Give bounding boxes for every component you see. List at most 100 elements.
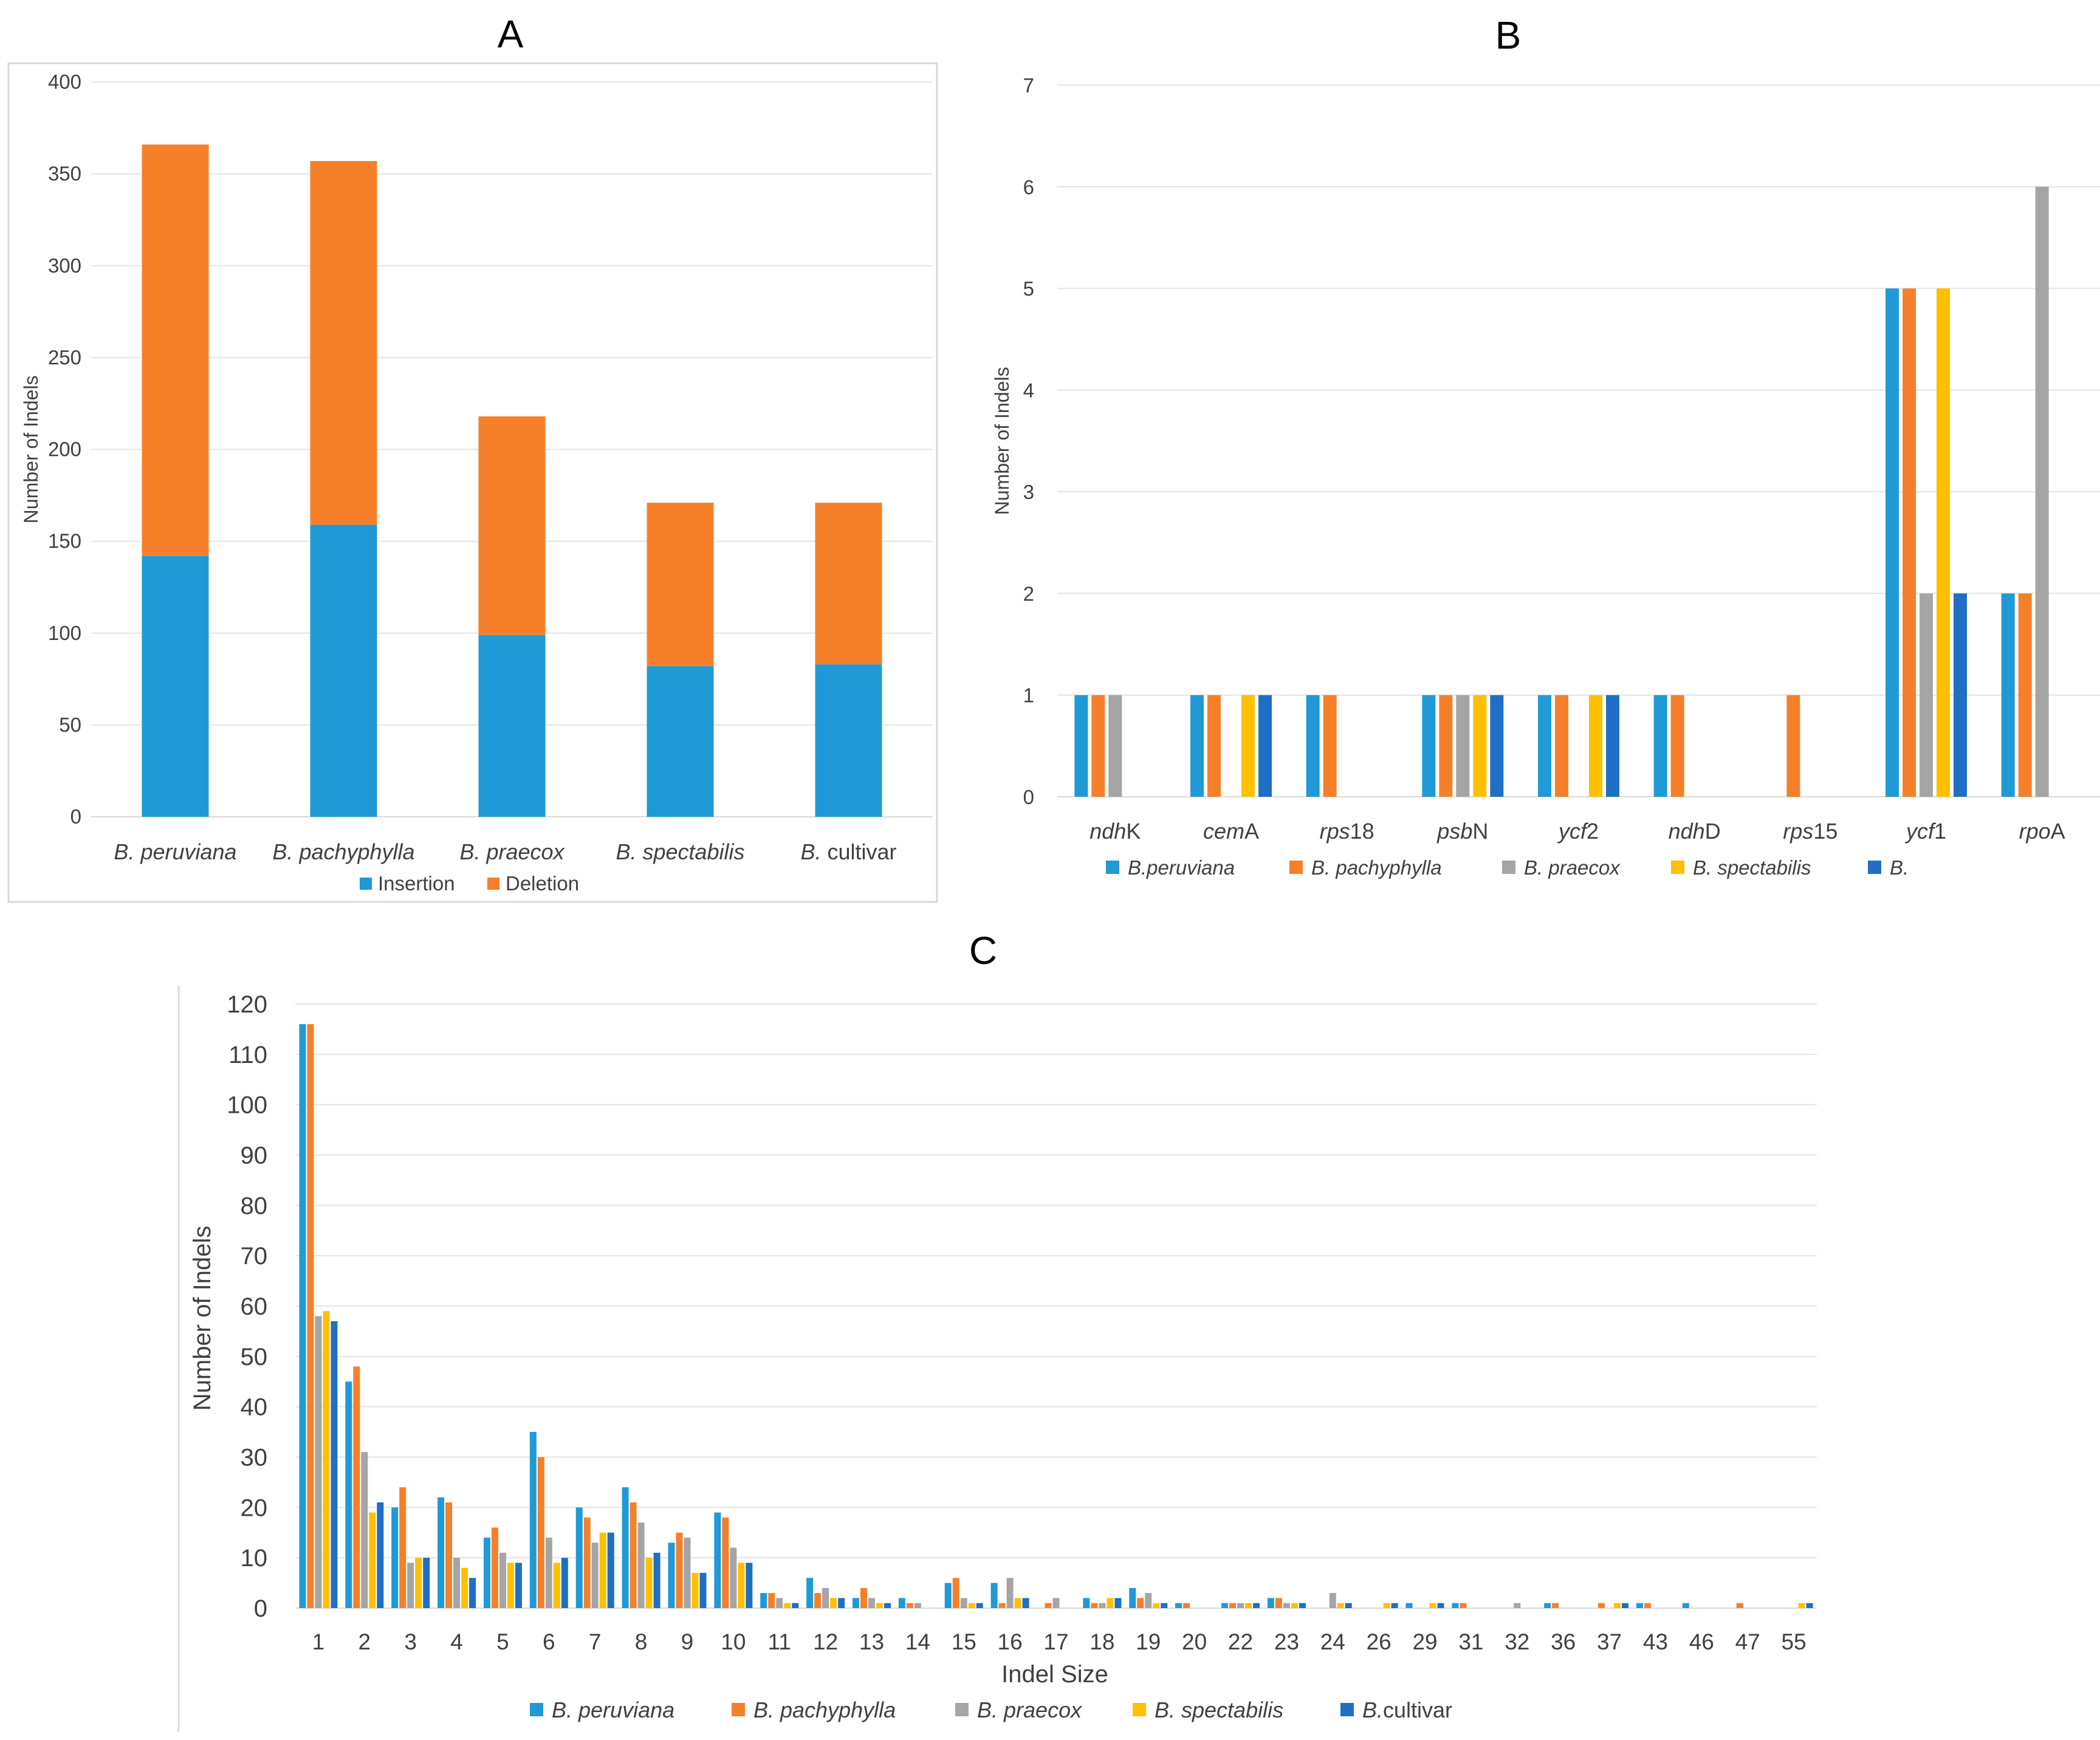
a-bar-insertion (310, 524, 377, 817)
c-bar-cultivar (469, 1578, 476, 1608)
c-bar-cultivar (746, 1563, 753, 1608)
c-bar-spectabilis (830, 1598, 837, 1608)
c-bar-peruviana (806, 1578, 814, 1608)
c-category-label: 47 (1735, 1629, 1760, 1654)
c-bar-peruviana (299, 1024, 306, 1608)
c-bar-peruviana (760, 1593, 767, 1608)
c-bar-spectabilis (323, 1311, 330, 1608)
c-bar-peruviana (1682, 1603, 1689, 1608)
b-bar-peruviana (1538, 695, 1551, 797)
c-bar-cultivar (838, 1598, 845, 1608)
c-bar-praecox (960, 1598, 967, 1608)
c-bar-cultivar (699, 1573, 707, 1608)
c-bar-spectabilis (461, 1567, 468, 1608)
c-bar-spectabilis (691, 1573, 699, 1608)
b-bar-pachyphylla (1903, 288, 1916, 797)
b-bar-pachyphylla (1091, 695, 1105, 797)
c-bar-pachyphylla (583, 1517, 591, 1608)
c-bar-cultivar (792, 1603, 799, 1608)
a-bar-deletion (142, 144, 209, 556)
c-bar-cultivar (607, 1532, 614, 1608)
b-y-tick-label: 4 (1023, 379, 1034, 402)
b-legend-swatch (1289, 861, 1303, 874)
c-category-label: 19 (1136, 1629, 1161, 1654)
b-bar-peruviana (1074, 695, 1088, 797)
b-bar-praecox (2035, 187, 2049, 797)
c-category-label: 43 (1643, 1629, 1668, 1654)
c-bar-spectabilis (1383, 1603, 1390, 1608)
c-bar-spectabilis (1614, 1603, 1621, 1608)
b-category-label: rps18 (1320, 819, 1374, 844)
c-category-label: 26 (1367, 1629, 1391, 1654)
c-bar-cultivar (515, 1563, 522, 1608)
c-bar-spectabilis (415, 1558, 422, 1608)
c-y-tick-label: 100 (227, 1092, 267, 1119)
b-bar-cultivar (1954, 593, 1967, 797)
c-bar-cultivar (1806, 1603, 1813, 1608)
c-bar-pachyphylla (537, 1457, 544, 1608)
c-bar-peruviana (668, 1542, 675, 1608)
a-legend-swatch (487, 878, 499, 890)
a-bar-insertion (478, 634, 546, 817)
a-y-axis-title: Number of Indels (20, 376, 42, 524)
c-bar-cultivar (423, 1558, 430, 1608)
c-bar-spectabilis (369, 1512, 376, 1608)
a-bar-deletion (815, 503, 882, 665)
c-bar-pachyphylla (1275, 1598, 1282, 1608)
c-legend-label: B. pachyphylla (753, 1697, 896, 1722)
c-bar-praecox (1145, 1593, 1152, 1608)
c-bar-praecox (684, 1538, 691, 1608)
c-bar-peruviana (944, 1583, 952, 1608)
c-bar-pachyphylla (814, 1593, 822, 1608)
panel-c-label: C (969, 929, 997, 972)
c-bar-praecox (1283, 1603, 1290, 1608)
b-category-label: ndhD (1669, 819, 1721, 844)
b-bar-spectabilis (1937, 288, 1950, 797)
c-bar-peruviana (437, 1497, 445, 1608)
b-bar-peruviana (1190, 695, 1204, 797)
c-bar-praecox (914, 1603, 921, 1608)
a-bar-deletion (647, 503, 714, 667)
b-category-label: cemA (1203, 819, 1259, 844)
c-bar-peruviana (990, 1583, 998, 1608)
c-y-tick-label: 10 (241, 1545, 268, 1572)
c-bar-pachyphylla (491, 1527, 498, 1608)
c-y-tick-label: 60 (241, 1293, 268, 1320)
c-category-label: 3 (404, 1629, 417, 1654)
c-y-tick-label: 80 (241, 1192, 268, 1219)
c-category-label: 7 (589, 1629, 602, 1654)
c-bar-praecox (868, 1598, 875, 1608)
c-legend-swatch (530, 1703, 543, 1716)
c-bar-praecox (361, 1452, 368, 1608)
c-bar-peruviana (1636, 1603, 1643, 1608)
c-bar-spectabilis (553, 1563, 560, 1608)
a-bar-deletion (310, 160, 377, 525)
a-category-label: B. praecox (459, 839, 565, 864)
c-bar-peruviana (1544, 1603, 1551, 1608)
c-bar-praecox (730, 1547, 737, 1608)
c-x-axis-title: Indel Size (1001, 1661, 1108, 1688)
a-category-label: B. pachyphylla (272, 839, 414, 864)
b-bar-peruviana (1422, 695, 1436, 797)
b-category-label: rps15 (1783, 819, 1837, 844)
b-bar-cultivar (1258, 695, 1272, 797)
b-bar-pachyphylla (1670, 695, 1684, 797)
b-bar-peruviana (2001, 593, 2015, 797)
c-bar-cultivar (1022, 1598, 1029, 1608)
b-bar-pachyphylla (2018, 593, 2032, 797)
c-bar-peruviana (529, 1432, 537, 1608)
c-bar-praecox (637, 1522, 645, 1608)
c-bar-peruviana (714, 1512, 721, 1608)
c-category-label: 29 (1412, 1629, 1437, 1654)
c-y-tick-label: 20 (241, 1494, 268, 1521)
a-y-tick-label: 350 (48, 162, 81, 185)
c-bar-cultivar (884, 1603, 891, 1608)
b-y-tick-label: 2 (1023, 582, 1034, 605)
c-bar-praecox (499, 1552, 506, 1608)
c-category-label: 16 (998, 1629, 1023, 1654)
c-bar-pachyphylla (998, 1603, 1006, 1608)
c-legend-swatch (732, 1703, 745, 1716)
c-bar-praecox (1237, 1603, 1244, 1608)
c-bar-pachyphylla (860, 1587, 867, 1608)
c-category-label: 13 (859, 1629, 884, 1654)
